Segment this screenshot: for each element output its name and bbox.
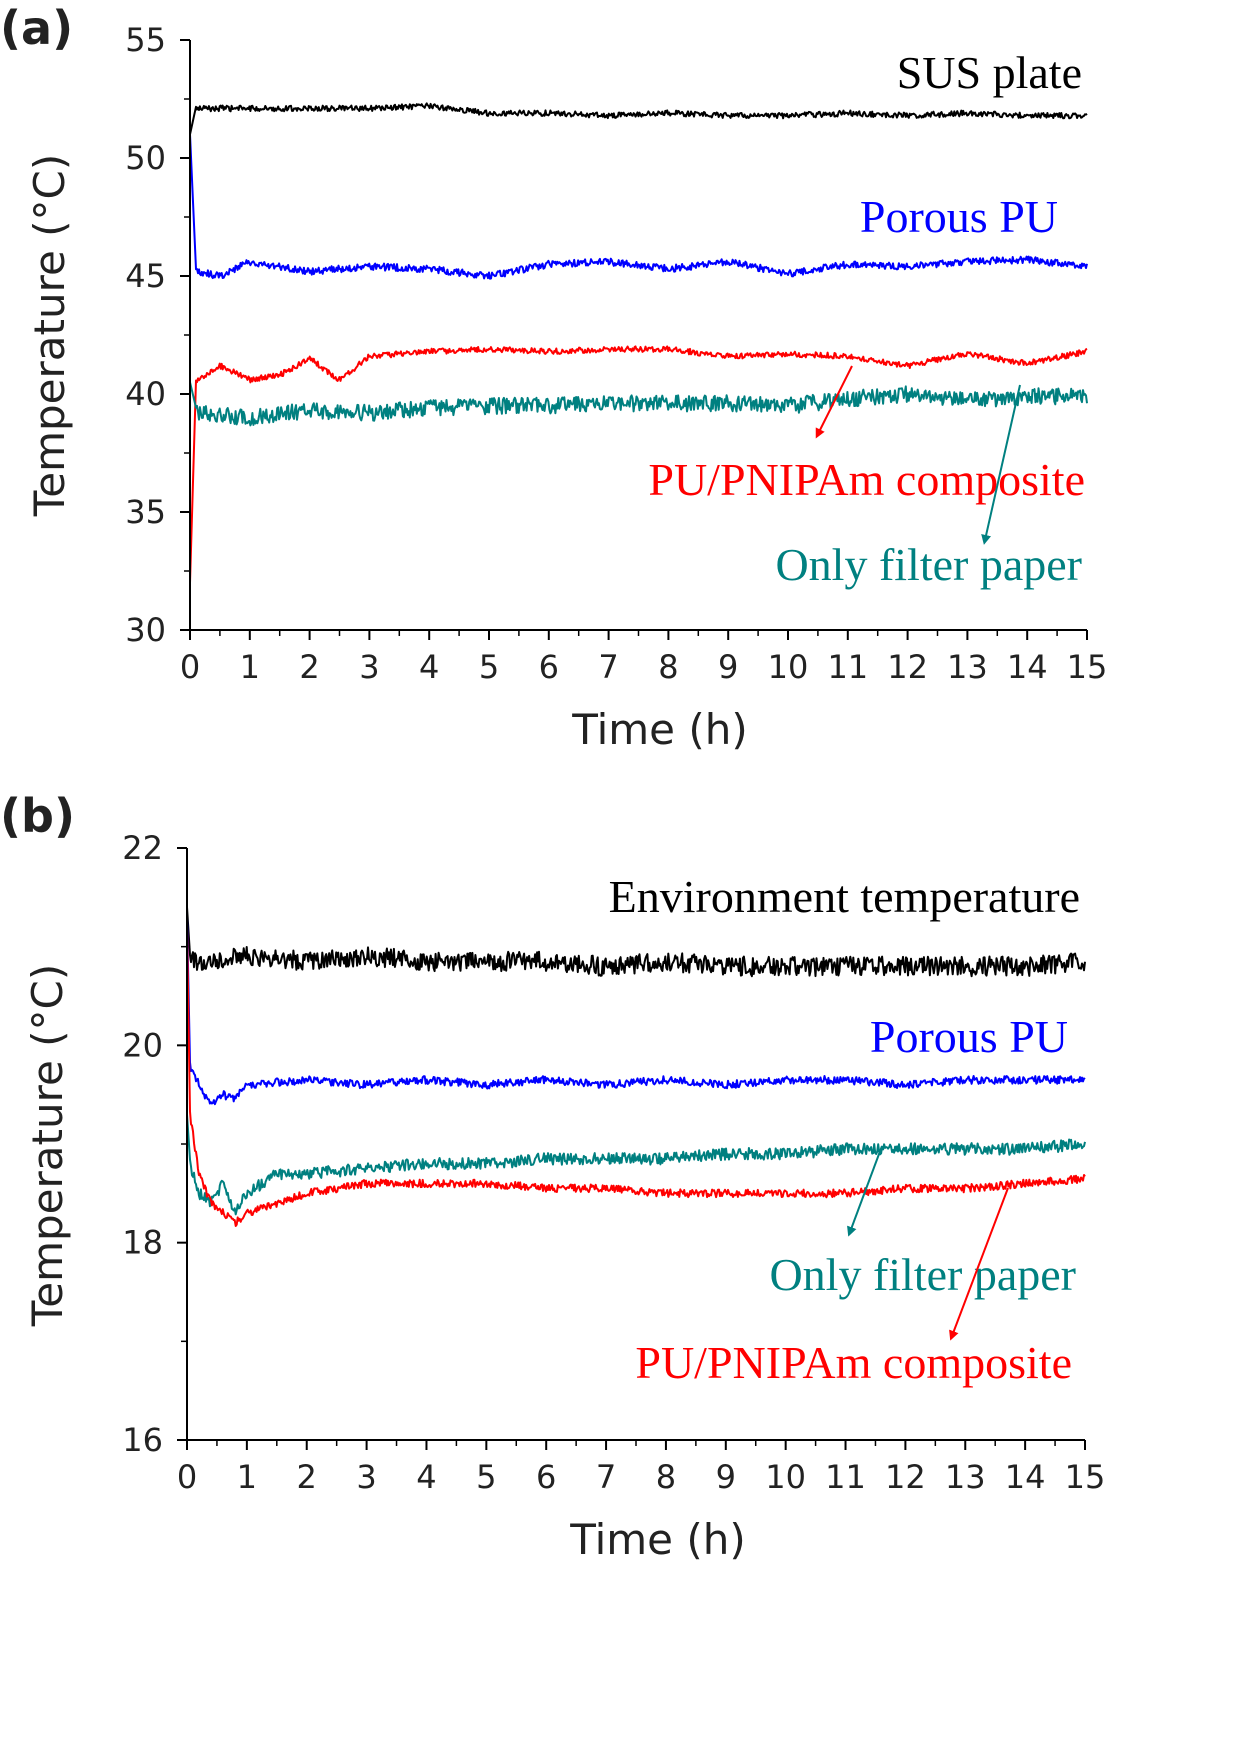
panel-a-x-title: Time (h)	[571, 705, 748, 754]
panel-a-y-title: Temperature (°C)	[25, 154, 74, 518]
x-tick-label: 13	[947, 648, 988, 686]
panel-b-label-composite: PU/PNIPAm composite	[635, 1337, 1072, 1388]
x-tick-label: 9	[716, 1458, 736, 1496]
y-tick-label: 50	[125, 139, 166, 177]
panel-a-label-filter-paper: Only filter paper	[775, 539, 1082, 590]
x-tick-label: 4	[419, 648, 439, 686]
x-tick-label: 6	[536, 1458, 556, 1496]
series-line-porous-pu	[186, 917, 1086, 1106]
panel-b-x-title: Time (h)	[569, 1515, 746, 1564]
x-tick-label: 3	[356, 1458, 376, 1496]
x-tick-label: 2	[297, 1458, 317, 1496]
panel-b-label: (b)	[0, 789, 75, 843]
series-line-only-filter-paper	[189, 381, 1088, 427]
panel-b-series	[186, 907, 1086, 1227]
x-tick-label: 9	[718, 648, 738, 686]
panel-a-label-sus-plate: SUS plate	[897, 47, 1082, 98]
y-tick-label: 40	[125, 375, 166, 413]
x-tick-label: 4	[416, 1458, 436, 1496]
x-tick-label: 5	[479, 648, 499, 686]
x-tick-label: 10	[768, 648, 809, 686]
panel-b-label-environment: Environment temperature	[609, 871, 1080, 922]
x-tick-label: 12	[885, 1458, 926, 1496]
panel-a-arrow-filter-paper	[981, 384, 1021, 545]
panel-b-label-porous-pu: Porous PU	[870, 1011, 1068, 1062]
panel-b-label-filter-paper: Only filter paper	[769, 1249, 1076, 1300]
x-tick-label: 8	[658, 648, 678, 686]
panel-a-label-porous-pu: Porous PU	[860, 191, 1058, 242]
panel-b-y-title: Temperature (°C)	[23, 964, 72, 1328]
y-tick-label: 22	[122, 829, 163, 867]
x-tick-label: 15	[1067, 648, 1108, 686]
y-tick-label: 16	[122, 1421, 163, 1459]
x-tick-label: 15	[1065, 1458, 1106, 1496]
series-line-pu-pnipam-composite	[189, 345, 1088, 583]
x-tick-label: 0	[177, 1458, 197, 1496]
panel-a-label-composite: PU/PNIPAm composite	[648, 454, 1085, 505]
panel-a-label: (a)	[0, 1, 73, 55]
x-tick-label: 0	[180, 648, 200, 686]
x-tick-label: 1	[240, 648, 260, 686]
x-tick-label: 8	[656, 1458, 676, 1496]
x-tick-label: 1	[237, 1458, 257, 1496]
x-tick-label: 14	[1007, 648, 1048, 686]
y-tick-label: 30	[125, 611, 166, 649]
x-tick-label: 7	[598, 648, 618, 686]
x-tick-label: 10	[765, 1458, 806, 1496]
panel-a-series	[189, 102, 1088, 583]
x-tick-label: 2	[299, 648, 319, 686]
x-tick-label: 11	[827, 648, 868, 686]
y-tick-label: 18	[122, 1224, 163, 1262]
x-tick-label: 5	[476, 1458, 496, 1496]
series-line-environment-temperature	[186, 907, 1086, 978]
series-line-sus-plate	[189, 102, 1088, 135]
series-line-pu-pnipam-composite	[186, 926, 1086, 1227]
series-line-only-filter-paper	[186, 1114, 1086, 1216]
panel-a-arrow-composite	[815, 365, 853, 439]
y-tick-label: 20	[122, 1026, 163, 1064]
x-tick-label: 3	[359, 648, 379, 686]
x-tick-label: 13	[945, 1458, 986, 1496]
x-tick-label: 14	[1005, 1458, 1046, 1496]
x-tick-label: 11	[825, 1458, 866, 1496]
y-tick-label: 45	[125, 257, 166, 295]
panel-b-arrow-composite	[949, 1187, 1009, 1341]
y-tick-label: 55	[125, 21, 166, 59]
x-tick-label: 7	[596, 1458, 616, 1496]
panel-b-arrow-filter-paper	[847, 1145, 883, 1237]
x-tick-label: 12	[887, 648, 928, 686]
x-tick-label: 6	[539, 648, 559, 686]
series-line-porous-pu	[189, 134, 1088, 280]
y-tick-label: 35	[125, 493, 166, 531]
